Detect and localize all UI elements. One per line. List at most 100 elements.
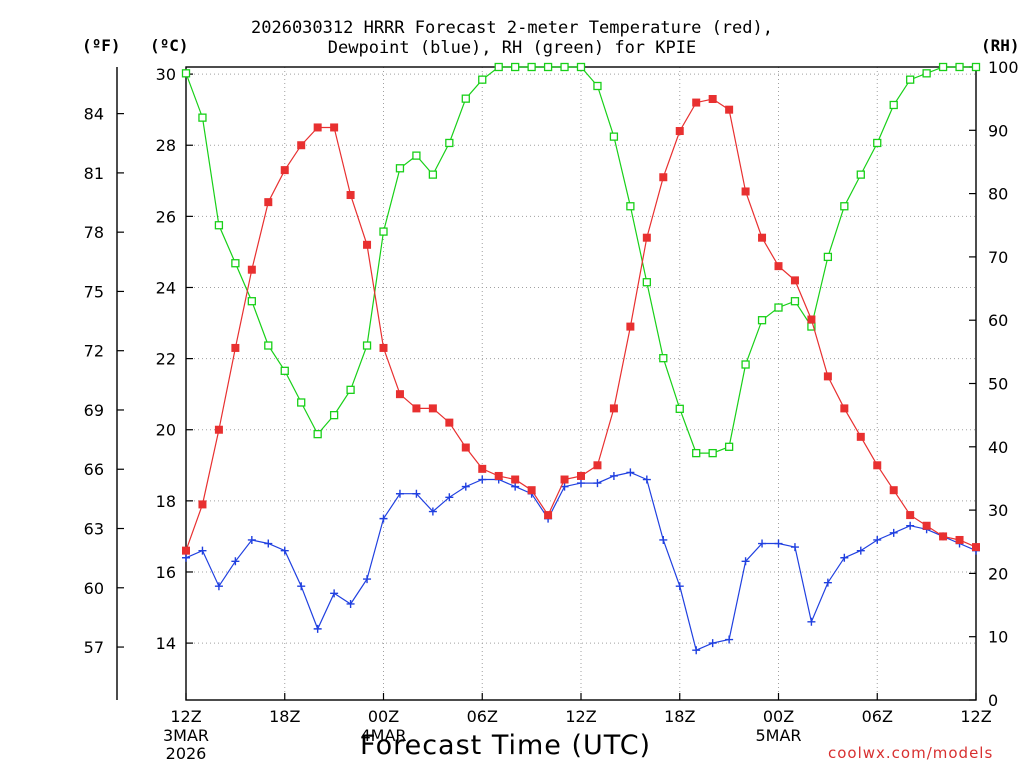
rh-point [412,151,421,160]
chart-title-line-2: Dewpoint (blue), RH (green) for KPIE [327,38,697,58]
dewpoint-point [642,475,651,484]
celsius-axis-unit: (ºC) [150,36,189,55]
temperature-point [330,123,339,132]
rh-tick-label: 90 [988,121,1008,140]
temperature-point [445,418,454,427]
dewpoint-point [790,543,799,552]
temperature-point [577,471,585,480]
x-tick-label: 12Z [960,707,991,726]
temperature-point [840,404,849,413]
temperature-point [511,475,520,484]
rh-point [560,62,569,72]
chart-title-line-1: 2026030312 HRRR Forecast 2-meter Tempera… [251,18,773,38]
x-tick-sublabel: 5MAR [755,726,801,745]
dewpoint-point [231,557,240,566]
dewpoint-point [379,514,388,523]
rh-point [478,75,487,84]
rh-point [675,404,684,413]
dewpoint-point [511,482,520,491]
fahrenheit-tick-label: 57 [84,638,104,657]
temperature-point [412,404,421,413]
temperature-point [544,511,553,520]
temperature-point [428,404,437,413]
temperature-point [379,343,388,352]
dewpoint-point [873,535,882,544]
rh-point [346,385,355,394]
rh-point [724,442,734,451]
rh-tick-label: 70 [988,248,1008,267]
temperature-point [247,265,256,274]
temperature-point [955,535,964,544]
temperature-point [626,322,635,331]
rh-point [461,94,470,103]
rh-point [790,297,800,306]
celsius-tick-label: 22 [156,350,176,369]
x-tick-label: 18Z [269,707,300,726]
rh-point [428,170,438,179]
rh-point [313,429,322,439]
temperature-point [264,198,273,207]
rh-point [708,448,717,458]
rh-point [231,259,240,268]
rh-point [297,398,306,407]
celsius-tick-label: 28 [156,136,176,155]
temperature-point [774,262,783,271]
dewpoint-point [741,557,750,566]
dewpoint-point [593,479,602,488]
fahrenheit-tick-label: 66 [84,460,104,479]
celsius-tick-label: 26 [156,207,176,226]
temperature-point [642,233,651,242]
temperature-point [231,343,240,352]
temperature-point [939,532,948,541]
temperature-point [363,240,372,249]
x-tick-label: 18Z [664,707,695,726]
x-axis-title: Forecast Time (UTC) [360,730,652,761]
rh-point [576,62,586,72]
dewpoint-point [774,539,783,548]
temperature-point [280,166,289,175]
rh-point [840,202,849,211]
temperature-point [790,276,799,285]
dewpoint-point [297,582,306,591]
dewpoint-point [478,475,487,484]
temperature-point [972,543,980,552]
x-tick-label: 00Z [368,707,399,726]
x-tick-label: 12Z [565,707,596,726]
rh-tick-label: 80 [988,185,1008,204]
dewpoint-point [247,535,256,544]
dewpoint-point [758,539,767,548]
dewpoint-point [692,646,701,655]
dewpoint-point [889,528,898,537]
celsius-tick-label: 30 [156,65,176,84]
dewpoint-point [346,599,355,608]
temperature-point [214,425,223,434]
dewpoint-point [445,493,454,502]
temperature-point [609,404,618,413]
fahrenheit-tick-label: 69 [84,401,104,420]
rh-point [527,62,536,72]
temperature-point [725,105,734,114]
celsius-tick-label: 14 [156,634,176,653]
rh-point [659,354,668,363]
temperature-point [906,511,915,520]
fahrenheit-tick-label: 84 [84,105,104,124]
rh-point [971,62,981,72]
dewpoint-point [461,482,470,491]
dewpoint-point [725,635,734,644]
rh-tick-label: 0 [988,691,998,710]
celsius-tick-label: 24 [156,278,176,297]
rh-tick-label: 100 [988,58,1019,77]
temperature-point [873,461,882,470]
temperature-point [692,98,701,107]
fahrenheit-tick-label: 78 [84,223,104,242]
rh-point [593,81,602,91]
celsius-tick-label: 16 [156,563,176,582]
rh-tick-label: 40 [988,438,1008,457]
dewpoint-point [659,535,668,544]
temperature-point [395,390,404,399]
rh-point [264,341,273,350]
rh-point [198,113,207,122]
temperature-point [856,432,865,441]
dewpoint-point [675,582,684,591]
